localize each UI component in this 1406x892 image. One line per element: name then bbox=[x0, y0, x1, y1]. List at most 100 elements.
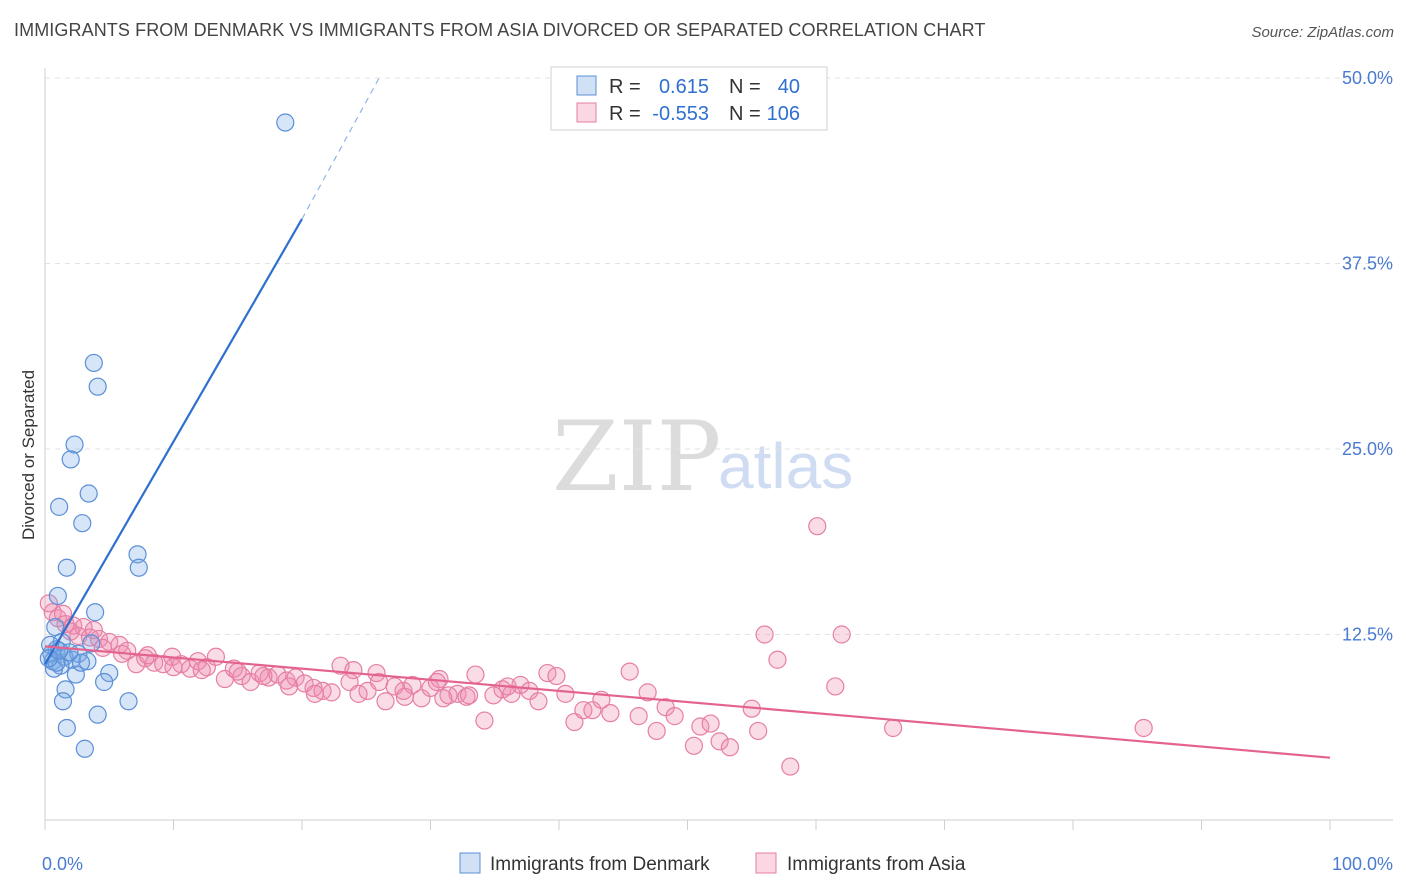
denmark-trend-extension bbox=[301, 77, 380, 220]
denmark-point-11 bbox=[48, 586, 67, 606]
asia-point-74 bbox=[691, 717, 710, 736]
denmark-point-36 bbox=[82, 634, 101, 653]
asia-point-86 bbox=[883, 718, 903, 738]
asia-point-82 bbox=[781, 757, 800, 776]
asia-point-58 bbox=[529, 692, 548, 711]
asia-point-89 bbox=[53, 604, 73, 623]
asia-point-83 bbox=[808, 517, 827, 536]
asia-point-100 bbox=[370, 672, 389, 692]
denmark-point-12 bbox=[86, 603, 105, 622]
asia-point-60 bbox=[547, 666, 566, 686]
asia-point-75 bbox=[701, 714, 720, 733]
denmark-point-24 bbox=[66, 665, 85, 684]
denmark-point-31 bbox=[57, 718, 76, 738]
asia-point-69 bbox=[638, 683, 657, 702]
trend-lines bbox=[44, 77, 1331, 759]
asia-point-12 bbox=[118, 641, 137, 660]
denmark-point-25 bbox=[100, 663, 119, 683]
asia-point-98 bbox=[305, 684, 324, 703]
denmark-trend-line bbox=[44, 218, 303, 665]
denmark-point-7 bbox=[73, 514, 92, 533]
asia-point-35 bbox=[322, 683, 341, 702]
x-tick-label-min: 0.0% bbox=[42, 854, 83, 874]
legend-r-label-denmark: R = bbox=[609, 76, 641, 98]
asia-point-15 bbox=[145, 653, 164, 672]
watermark-zip: ZIP bbox=[552, 401, 721, 513]
asia-point-87 bbox=[1134, 718, 1153, 738]
denmark-point-4 bbox=[61, 450, 80, 469]
series-legend: Immigrants from Denmark Immigrants from … bbox=[459, 852, 966, 875]
asia-point-95 bbox=[228, 662, 247, 681]
asia-point-101 bbox=[395, 687, 414, 706]
asia-point-53 bbox=[484, 686, 503, 705]
y-axis-label: Divorced or Separated bbox=[19, 370, 38, 540]
asia-point-97 bbox=[280, 677, 299, 696]
asia-point-64 bbox=[583, 701, 602, 720]
denmark-point-35 bbox=[71, 653, 91, 672]
legend-n-label-asia: N = bbox=[729, 103, 761, 125]
legend-r-label-asia: R = bbox=[609, 103, 641, 125]
asia-point-72 bbox=[665, 707, 684, 726]
asia-trend-line bbox=[44, 645, 1331, 759]
y-tick-label-1: 25.0% bbox=[1342, 439, 1393, 459]
series-denmark-points bbox=[39, 113, 295, 758]
asia-point-102 bbox=[427, 672, 447, 692]
grid-lines bbox=[45, 77, 1393, 635]
legend-r-value-asia: -0.553 bbox=[652, 103, 709, 125]
chart-title: IMMIGRANTS FROM DENMARK VS IMMIGRANTS FR… bbox=[14, 20, 986, 40]
asia-point-73 bbox=[684, 736, 704, 755]
denmark-point-0 bbox=[276, 113, 295, 132]
denmark-point-28 bbox=[53, 692, 73, 711]
bottom-legend-swatch-denmark bbox=[459, 852, 481, 874]
asia-point-103 bbox=[434, 689, 453, 708]
asia-point-96 bbox=[254, 666, 273, 686]
denmark-point-5 bbox=[79, 484, 98, 503]
asia-point-81 bbox=[768, 650, 787, 669]
asia-point-79 bbox=[749, 721, 768, 741]
legend-swatch-asia bbox=[576, 102, 597, 123]
asia-point-68 bbox=[629, 707, 648, 726]
denmark-point-2 bbox=[88, 377, 107, 396]
asia-point-104 bbox=[459, 686, 479, 705]
denmark-point-8 bbox=[128, 545, 147, 564]
axes bbox=[44, 68, 1393, 830]
bottom-legend-swatch-asia bbox=[755, 852, 777, 874]
denmark-point-3 bbox=[65, 435, 84, 454]
denmark-point-29 bbox=[119, 692, 138, 711]
denmark-point-30 bbox=[88, 705, 107, 724]
y-tick-labels: 12.5% 25.0% 37.5% 50.0% bbox=[1342, 68, 1393, 645]
denmark-point-23 bbox=[78, 652, 97, 671]
asia-point-51 bbox=[466, 665, 485, 684]
denmark-point-1 bbox=[84, 353, 103, 373]
denmark-point-6 bbox=[50, 497, 69, 516]
source-credit: Source: ZipAtlas.com bbox=[1251, 24, 1394, 41]
asia-point-57 bbox=[520, 681, 539, 700]
denmark-point-10 bbox=[129, 558, 148, 577]
asia-point-77 bbox=[720, 738, 740, 757]
denmark-point-26 bbox=[56, 680, 75, 699]
asia-point-66 bbox=[601, 704, 620, 723]
legend-swatch-denmark bbox=[576, 75, 597, 96]
legend-n-label-denmark: N = bbox=[729, 76, 761, 98]
asia-point-80 bbox=[755, 625, 774, 644]
y-tick-label-3: 50.0% bbox=[1342, 68, 1393, 88]
asia-point-67 bbox=[620, 662, 639, 681]
asia-point-85 bbox=[832, 625, 851, 644]
asia-point-41 bbox=[376, 692, 395, 711]
denmark-point-32 bbox=[75, 739, 94, 758]
asia-point-48 bbox=[439, 686, 458, 705]
denmark-point-9 bbox=[57, 558, 76, 577]
legend-n-value-asia: 106 bbox=[767, 103, 800, 125]
denmark-point-27 bbox=[95, 672, 114, 692]
asia-point-52 bbox=[475, 711, 494, 730]
asia-point-43 bbox=[394, 681, 413, 700]
legend-frame bbox=[550, 66, 828, 131]
asia-point-70 bbox=[647, 721, 666, 741]
asia-point-99 bbox=[344, 661, 363, 680]
asia-point-93 bbox=[164, 658, 183, 677]
bottom-legend-label-asia: Immigrants from Asia bbox=[787, 854, 966, 875]
correlation-legend: R = 0.615 N = 40 R = -0.553 N = 106 bbox=[550, 66, 828, 131]
x-tick-labels: 0.0% 100.0% bbox=[42, 854, 1393, 874]
x-tick-label-max: 100.0% bbox=[1332, 854, 1393, 874]
